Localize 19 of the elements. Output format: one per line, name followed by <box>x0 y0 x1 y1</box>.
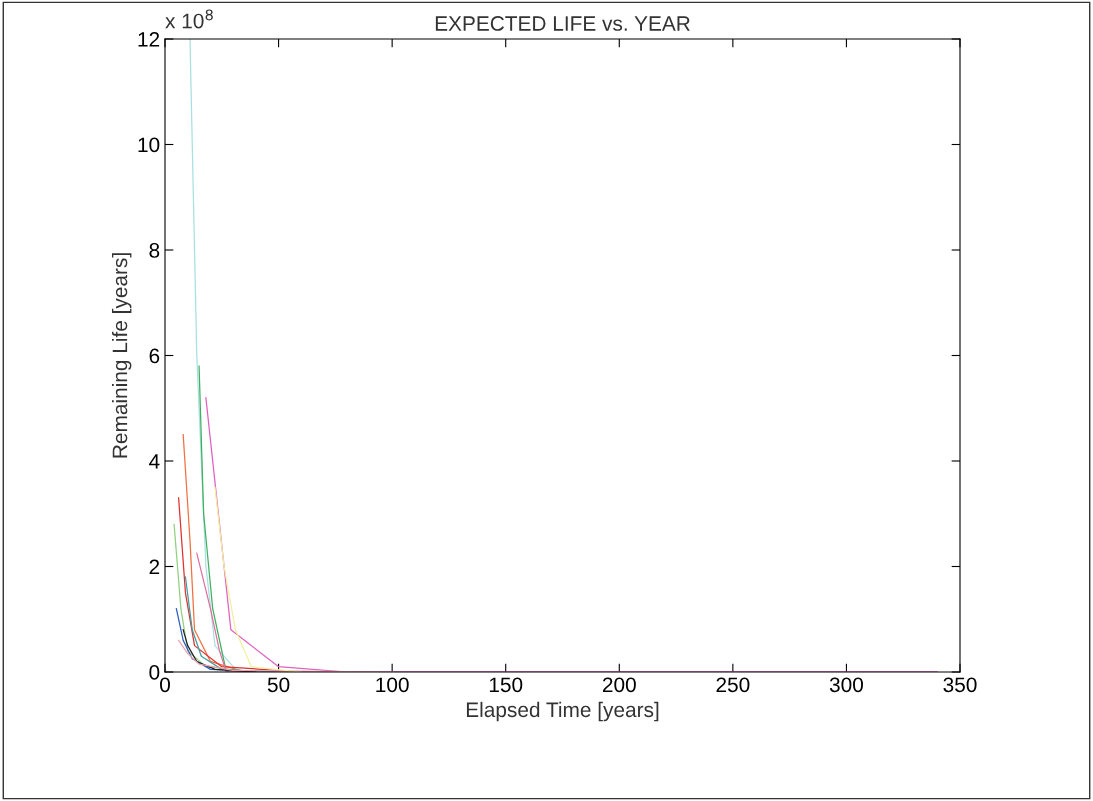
y-tick-label: 10 <box>138 137 160 153</box>
y-tick-label: 2 <box>149 559 160 575</box>
x-tick-label: 150 <box>489 677 523 693</box>
x-tick-label: 200 <box>602 677 636 693</box>
x-tick-label: 100 <box>376 677 409 693</box>
y-tick-label: 0 <box>149 665 160 680</box>
x-axis-title: Elapsed Time [years] <box>466 701 659 722</box>
x-tick-label: 300 <box>829 677 863 693</box>
x-tick-label: 50 <box>267 677 290 693</box>
y-tick-label: 4 <box>149 454 160 469</box>
y-tick-label: 12 <box>138 32 160 47</box>
x-tick-label: 350 <box>943 677 977 693</box>
x-tick-label: 0 <box>160 677 170 693</box>
y-tick-label: 8 <box>149 243 160 258</box>
chart-title: EXPECTED LIFE vs. YEAR <box>435 16 690 31</box>
x-tick-label: 250 <box>716 677 750 693</box>
text: x 10$^{8}$ <box>165 9 213 29</box>
y-tick-label: 6 <box>149 348 160 364</box>
y-axis-title: Remaining Life [years] <box>111 253 132 458</box>
